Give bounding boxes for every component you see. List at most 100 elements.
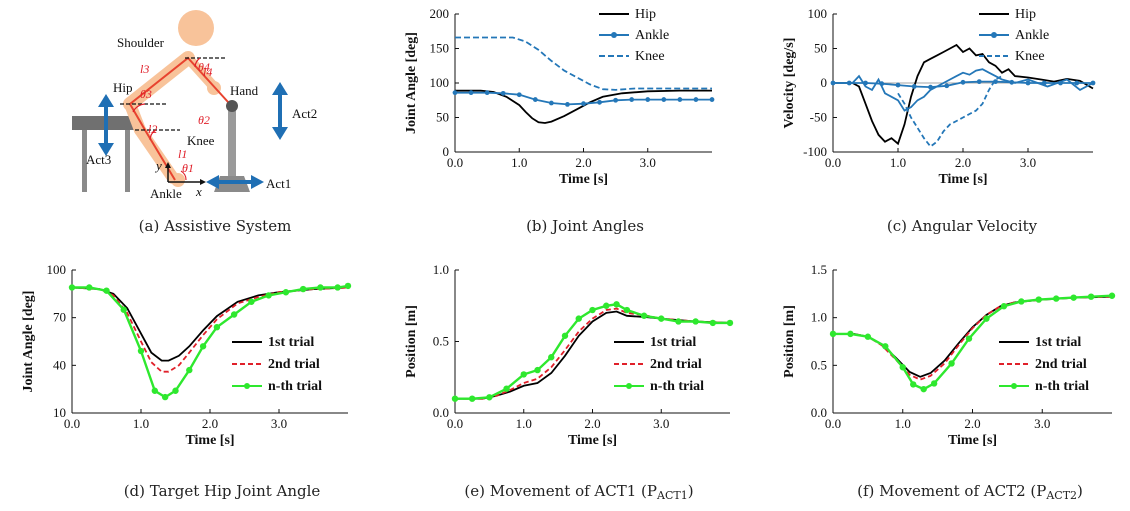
caption-e: (e) Movement of ACT1 (PACT1) — [464, 482, 693, 502]
data-point — [965, 335, 973, 342]
series-line — [455, 307, 731, 400]
caption-d: (d) Target Hip Joint Angle — [124, 482, 321, 500]
x-tick-label: 2.0 — [575, 155, 591, 170]
legend-marker — [611, 32, 617, 38]
data-point — [486, 394, 493, 401]
caption-e-sub: ACT1 — [656, 489, 688, 502]
data-point — [451, 395, 459, 402]
legend-label: n-th trial — [1035, 379, 1089, 394]
x-axis-label: Time [s] — [938, 172, 987, 187]
caption-b: (b) Joint Angles — [526, 217, 644, 235]
data-point — [468, 395, 476, 402]
caption-e-main: (e) Movement of ACT1 (P — [464, 482, 657, 500]
y-tick-label: 100 — [430, 75, 450, 90]
link-chain — [128, 56, 229, 181]
data-point — [589, 306, 596, 314]
chart-target-hip-angle: 0.0 1.0 2.0 3.0 10 40 70 100 Time [s] Joint Angle… — [21, 262, 352, 448]
label-ankle: Ankle — [150, 186, 182, 201]
x-arrowhead — [200, 179, 206, 185]
data-point — [103, 287, 110, 294]
table-leg-left — [82, 130, 87, 192]
y-tick-label: 0 — [443, 144, 450, 159]
y-tick-label: 50 — [814, 41, 827, 56]
x-tick-label: 3.0 — [653, 416, 669, 431]
x-tick-label: 2.0 — [955, 155, 971, 170]
data-point — [1087, 293, 1095, 300]
data-point — [500, 90, 506, 96]
data-point — [692, 318, 699, 325]
data-point — [603, 302, 610, 309]
data-point — [199, 343, 207, 350]
y-axis-label: Position [m] — [404, 305, 419, 378]
y-axis-label: Joint Angle [deg] — [21, 291, 36, 393]
x-tick-label: 1.0 — [890, 155, 906, 170]
x-tick-label: 1.0 — [511, 155, 527, 170]
data-point — [468, 90, 474, 96]
data-point — [960, 79, 966, 85]
caption-f-main: (f) Movement of ACT2 (P — [857, 482, 1046, 500]
data-point — [930, 380, 938, 387]
y-tick-label: 1.0 — [433, 262, 449, 277]
data-point — [983, 315, 990, 322]
label-axis-y: y — [154, 158, 162, 173]
legend-label: 2nd trial — [650, 357, 702, 372]
x-tick-label: 0.0 — [825, 155, 841, 170]
y-tick-label: 100 — [47, 262, 67, 277]
legend-label: Knee — [1015, 49, 1045, 64]
data-point — [1018, 298, 1025, 305]
data-point — [548, 100, 554, 106]
caption-f: (f) Movement of ACT2 (PACT2) — [857, 482, 1083, 502]
x-tick-label: 3.0 — [1034, 416, 1050, 431]
data-point — [1025, 80, 1031, 86]
act3-arrow — [98, 94, 114, 156]
data-point — [186, 366, 193, 374]
data-point — [693, 97, 699, 102]
x-tick-label: 0.0 — [64, 416, 80, 431]
legend-label: 2nd trial — [268, 357, 320, 372]
data-point — [895, 82, 901, 88]
data-point — [623, 306, 631, 314]
foot-circle — [171, 173, 185, 187]
data-point — [484, 90, 490, 96]
y-tick-label: 50 — [436, 110, 449, 125]
data-point — [317, 284, 324, 291]
data-point — [534, 366, 541, 374]
y-tick-label: 150 — [430, 41, 450, 56]
act1-arrow — [206, 175, 264, 189]
x-tick-label: 2.0 — [964, 416, 980, 431]
y-tick-label: 10 — [53, 405, 66, 420]
data-point — [68, 284, 76, 291]
label-hand: Hand — [230, 83, 259, 98]
legend-label: Ankle — [635, 28, 669, 43]
data-point — [661, 97, 667, 102]
theta1-arc — [180, 170, 187, 181]
symbol-theta4: θ4 — [198, 60, 210, 74]
theta2-arc — [149, 129, 157, 141]
x-tick-label: 2.0 — [202, 416, 218, 431]
x-tick-label: 3.0 — [1020, 155, 1036, 170]
data-point — [629, 97, 635, 102]
table-leg-right — [125, 130, 130, 192]
x-axis-label: Time [s] — [568, 433, 617, 448]
symbol-l1: l1 — [178, 147, 187, 161]
data-point — [230, 311, 238, 318]
data-point — [910, 381, 917, 388]
series-line — [71, 286, 349, 362]
legend-label: n-th trial — [268, 379, 322, 394]
label-act3: Act3 — [86, 152, 111, 167]
data-point — [248, 298, 255, 305]
data-point — [137, 347, 145, 355]
legend-label: Knee — [635, 49, 665, 64]
data-point — [334, 284, 341, 291]
data-point — [1000, 303, 1008, 310]
legend-label: Hip — [635, 7, 656, 22]
y-tick-label: -100 — [803, 144, 827, 159]
data-point — [299, 285, 307, 293]
chart-angular-velocity: 0.0 1.0 2.0 3.0 -100 -50 0 50 100 Time [s] Velocit… — [782, 6, 1096, 187]
y-tick-label: 70 — [53, 310, 66, 325]
data-point — [548, 354, 555, 361]
data-point — [452, 90, 458, 96]
series-line — [455, 36, 712, 91]
y-arrowhead — [165, 162, 171, 168]
data-point — [161, 393, 169, 401]
